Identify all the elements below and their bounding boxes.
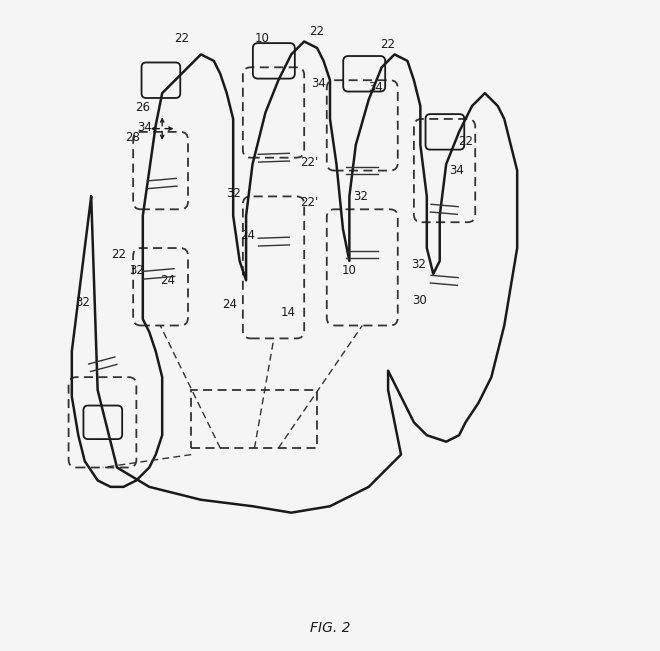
Text: 28: 28 (125, 131, 140, 143)
Text: 10: 10 (255, 32, 270, 45)
Text: 26: 26 (135, 101, 150, 114)
Text: 22': 22' (300, 197, 319, 210)
Text: 32: 32 (412, 258, 426, 271)
Text: 22: 22 (310, 25, 325, 38)
Text: FIG. 2: FIG. 2 (310, 620, 350, 635)
Text: 22: 22 (174, 32, 189, 45)
Text: 22: 22 (458, 135, 473, 148)
Text: 32: 32 (75, 296, 90, 309)
Text: 34: 34 (137, 121, 152, 134)
Text: 34: 34 (311, 77, 326, 90)
Text: 32: 32 (354, 190, 368, 203)
Text: 22: 22 (111, 248, 126, 261)
Text: 34: 34 (368, 81, 383, 94)
Text: 22: 22 (381, 38, 395, 51)
Text: 32: 32 (129, 264, 144, 277)
Text: 24: 24 (222, 298, 238, 311)
Text: 24: 24 (160, 274, 175, 287)
Text: 34: 34 (449, 164, 464, 177)
Text: 30: 30 (412, 294, 426, 307)
Text: 22': 22' (300, 156, 319, 169)
Text: 14: 14 (280, 306, 296, 319)
Text: 24: 24 (240, 229, 255, 242)
Text: 32: 32 (226, 187, 241, 200)
Text: 10: 10 (342, 264, 357, 277)
